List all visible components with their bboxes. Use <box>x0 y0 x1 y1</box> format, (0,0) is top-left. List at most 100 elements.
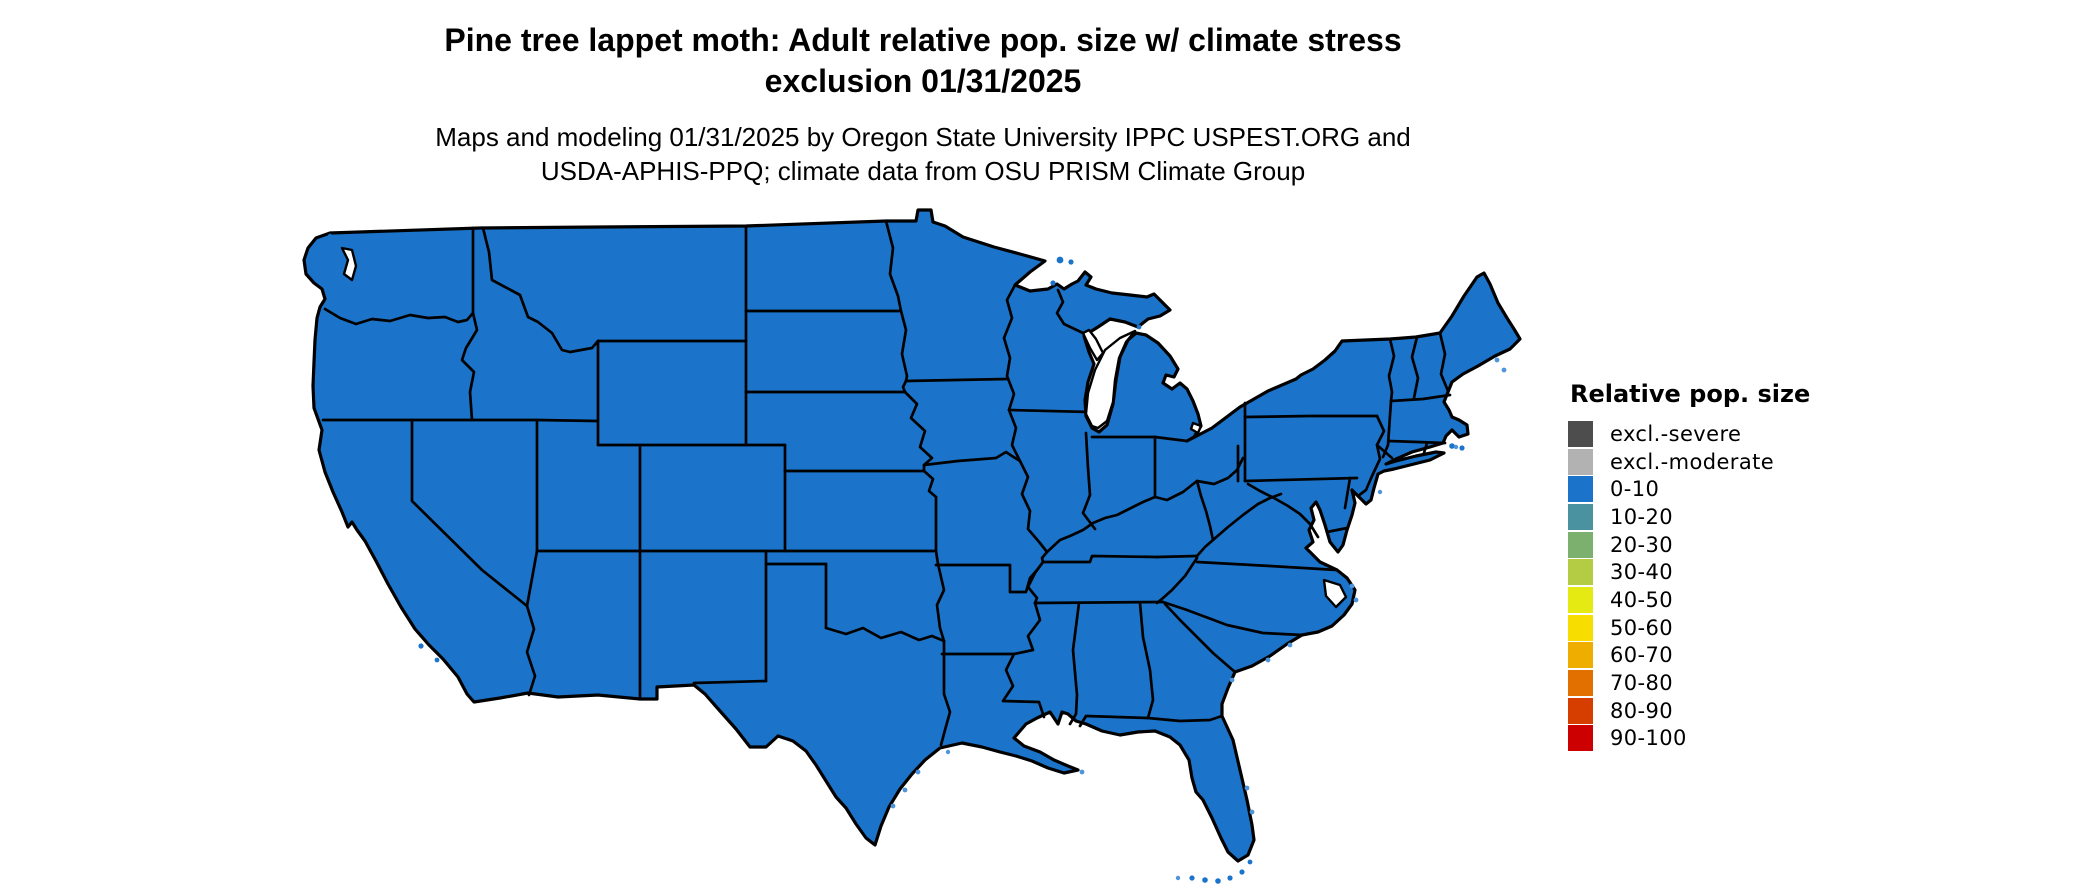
border-al-ga <box>1138 601 1155 720</box>
coast-speckle <box>1287 642 1293 648</box>
border-mo-ar <box>934 560 1045 594</box>
border-delaware-river <box>1356 414 1386 498</box>
border-nm-tx-32n <box>692 679 768 685</box>
coastal-speckles <box>890 357 1507 881</box>
border-wv-ky <box>1195 479 1215 542</box>
legend-swatch <box>1568 614 1593 641</box>
channel-island <box>418 643 424 649</box>
coast-speckle <box>1229 677 1235 683</box>
border-ny-vt <box>1387 337 1396 403</box>
subtitle-line-1: Maps and modeling 01/31/2025 by Oregon S… <box>435 122 1411 152</box>
figure-subtitle: Maps and modeling 01/31/2025 by Oregon S… <box>0 120 1846 188</box>
coast-speckle <box>1249 809 1255 815</box>
border-sd-ia <box>901 379 908 394</box>
border-wi-il <box>1007 408 1092 414</box>
border-ar-ms-river <box>1012 601 1042 656</box>
border-id-mt <box>481 226 600 354</box>
map-legend: Relative pop. size excl.-severe excl.-mod… <box>1568 380 1948 752</box>
legend-swatch <box>1568 476 1593 503</box>
border-or-id <box>460 311 479 422</box>
florida-key <box>1215 878 1221 884</box>
san-juan-island <box>335 237 341 243</box>
legend-title: Relative pop. size <box>1570 380 1811 408</box>
border-red-river-north <box>884 219 909 383</box>
florida-key <box>1202 877 1208 883</box>
border-nh-me <box>1438 331 1450 393</box>
coast-speckle <box>890 803 896 809</box>
lakes <box>340 246 1348 609</box>
border-tn-va <box>1155 554 1199 559</box>
legend-label: 80-90 <box>1610 698 1674 723</box>
islands <box>327 233 1465 884</box>
border-red-river-south <box>824 626 946 643</box>
coast-speckle <box>902 787 908 793</box>
florida-key <box>1227 875 1233 881</box>
border-upper-mississippi <box>1002 283 1049 554</box>
coast-speckle <box>1377 489 1383 495</box>
border-ny-ct <box>1381 443 1390 459</box>
legend-rows: excl.-severe excl.-moderate 0-10 10-20 20-30… <box>1568 420 1948 752</box>
border-ny-pa <box>1243 414 1379 419</box>
coast-speckle <box>1175 875 1181 881</box>
border-42n-line <box>321 418 599 423</box>
coast-speckle <box>1079 769 1085 775</box>
border-il-in <box>1081 431 1097 531</box>
apostle-islands <box>1050 280 1056 286</box>
border-md-de <box>1343 476 1352 510</box>
legend-label: excl.-severe <box>1610 421 1742 446</box>
border-ky-va <box>1195 538 1215 558</box>
border-va-nc <box>1195 560 1339 572</box>
border-vt-nh <box>1410 335 1420 400</box>
marthas-vineyard-island <box>1459 445 1465 451</box>
legend-swatch <box>1568 642 1593 669</box>
border-tn-nc <box>1155 556 1199 605</box>
legend-label: 20-30 <box>1610 532 1674 557</box>
lake-st-clair <box>1189 421 1203 435</box>
subtitle-line-2: USDA-APHIS-PPQ; climate data from OSU PR… <box>540 156 1306 186</box>
border-ct-ri <box>1422 441 1429 455</box>
legend-swatch <box>1568 697 1593 724</box>
legend-row: 40-50 <box>1568 586 1948 614</box>
florida-key <box>1239 869 1245 875</box>
border-35n-line <box>1033 600 1165 605</box>
coast-speckle <box>1353 597 1359 603</box>
legend-row: 20-30 <box>1568 531 1948 559</box>
legend-swatch <box>1568 420 1593 447</box>
coast-speckle <box>945 749 951 755</box>
legend-row: 90-100 <box>1568 725 1948 753</box>
border-az-ca <box>525 604 537 697</box>
legend-label: excl.-moderate <box>1610 449 1775 474</box>
legend-label: 0-10 <box>1610 477 1660 502</box>
border-wi-mi <box>1055 288 1085 335</box>
legend-label: 40-50 <box>1610 587 1674 612</box>
mackinac-island <box>1136 324 1142 330</box>
coast-speckle <box>1349 583 1355 589</box>
nantucket-island <box>1449 443 1455 449</box>
border-wa-or <box>323 307 475 326</box>
legend-swatch <box>1568 586 1593 613</box>
border-ny-ma-ct <box>1386 399 1393 447</box>
border-ohio-river <box>1045 456 1245 554</box>
border-ga-fl <box>1146 714 1224 723</box>
legend-row: 10-20 <box>1568 503 1948 531</box>
green-bay <box>1081 328 1105 362</box>
border-nv-az <box>525 549 539 608</box>
border-nc-sc <box>1161 600 1304 637</box>
border-ga-sc <box>1163 602 1237 674</box>
coast-speckle <box>1265 657 1271 663</box>
border-40n-line <box>783 469 938 499</box>
isle-royale-island <box>1056 256 1064 264</box>
puget-sound <box>340 246 358 282</box>
border-oh-mi <box>1153 435 1189 443</box>
coast-speckle <box>1494 357 1500 363</box>
legend-swatch <box>1568 725 1593 752</box>
channel-island <box>434 657 440 663</box>
conus-outline <box>302 208 1522 863</box>
legend-row: 80-90 <box>1568 697 1948 725</box>
border-mn-ia <box>904 377 1009 383</box>
border-ia-mo <box>922 450 1022 467</box>
title-line-2: exclusion 01/31/2025 <box>764 63 1082 99</box>
legend-row: excl.-moderate <box>1568 448 1948 476</box>
